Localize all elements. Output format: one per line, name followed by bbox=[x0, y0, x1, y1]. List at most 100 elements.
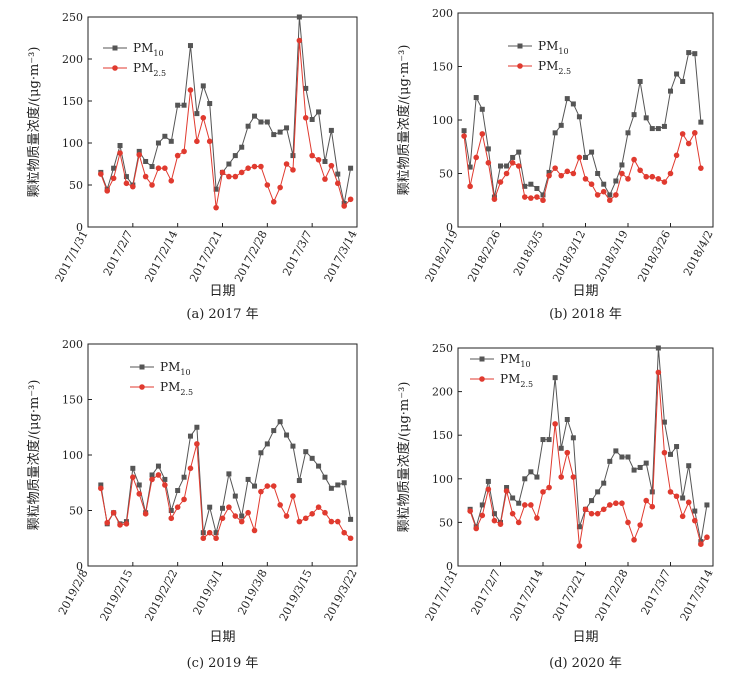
pm10-point bbox=[136, 148, 142, 154]
pm10-point bbox=[123, 174, 129, 180]
pm10-point bbox=[655, 126, 661, 132]
pm25-point bbox=[704, 534, 710, 541]
x-tick-label: 2019/2/22 bbox=[142, 567, 180, 623]
pm25-point bbox=[685, 499, 692, 506]
pm25-point bbox=[174, 152, 181, 159]
pm25-point bbox=[110, 509, 117, 516]
x-tick-label: 2017/3/7 bbox=[638, 567, 673, 617]
x-tick-label: 2019/3/8 bbox=[235, 567, 270, 617]
pm25-point bbox=[503, 488, 510, 494]
x-tick-label: 2019/2/15 bbox=[98, 567, 136, 623]
series-line-pm25 bbox=[469, 372, 708, 546]
pm10-point bbox=[187, 433, 193, 439]
pm25-point bbox=[309, 152, 315, 159]
pm10-point bbox=[162, 133, 168, 139]
pm10-point bbox=[220, 505, 225, 511]
pm10-point bbox=[498, 163, 503, 169]
y-tick-label: 200 bbox=[62, 338, 83, 351]
pm25-point bbox=[698, 165, 704, 171]
y-tick-label: 0 bbox=[76, 560, 83, 573]
pm25-point bbox=[691, 130, 698, 136]
pm10-point bbox=[686, 50, 692, 56]
pm10-point bbox=[239, 513, 245, 519]
pm10-point bbox=[504, 485, 510, 491]
pm10-point bbox=[552, 130, 558, 136]
pm25-point bbox=[528, 502, 534, 508]
pm25-point bbox=[347, 196, 354, 203]
pm25-point bbox=[155, 165, 162, 171]
pm10-point bbox=[303, 449, 309, 455]
pm25-point bbox=[637, 522, 643, 528]
pm10-point bbox=[467, 164, 473, 170]
pm10-point bbox=[309, 455, 315, 461]
x-axis-title: 日期 bbox=[209, 630, 235, 645]
pm10-point bbox=[264, 119, 270, 125]
legend: PM10 PM2.5 bbox=[508, 39, 571, 76]
legend: PM10 PM2.5 bbox=[130, 360, 193, 397]
pm10-point bbox=[252, 483, 258, 489]
series-line-pm10 bbox=[463, 52, 702, 198]
y-tick-label: 150 bbox=[62, 95, 83, 108]
pm25-point bbox=[564, 449, 571, 456]
pm25-point bbox=[277, 502, 283, 508]
pm10-point bbox=[264, 441, 270, 447]
pm25-point bbox=[667, 489, 674, 495]
pm25-point bbox=[534, 515, 540, 521]
pm25-point bbox=[534, 194, 540, 200]
legend-marker-pm10 bbox=[517, 43, 523, 49]
pm10-point bbox=[98, 482, 104, 488]
pm25-point bbox=[497, 521, 504, 527]
y-tick-label: 150 bbox=[62, 394, 83, 407]
pm25-point bbox=[194, 138, 200, 145]
pm10-point bbox=[245, 123, 251, 129]
pm25-point bbox=[315, 504, 322, 510]
pm10-point bbox=[534, 185, 540, 191]
pm25-point bbox=[540, 197, 546, 204]
pm10-point bbox=[564, 417, 570, 423]
pm10-point bbox=[649, 489, 655, 495]
legend-label: PM10 bbox=[133, 41, 164, 58]
y-tick-label: 50 bbox=[439, 516, 453, 529]
pm25-point bbox=[643, 497, 650, 504]
pm25-point bbox=[521, 194, 528, 200]
pm25-point bbox=[503, 170, 510, 177]
pm10-point bbox=[516, 500, 522, 506]
chart-panel-4: 0 50 100 150 200 250 2017/1/31 2017/2/7 2017/2/1… bbox=[396, 342, 716, 671]
pm25-point bbox=[226, 173, 232, 180]
pm25-point bbox=[219, 515, 226, 522]
pm25-point bbox=[270, 199, 277, 205]
legend-marker-pm10 bbox=[112, 45, 118, 51]
pm10-point bbox=[504, 163, 510, 169]
x-tick-label: 2017/2/21 bbox=[187, 228, 225, 284]
plot-frame bbox=[87, 16, 358, 228]
pm10-point bbox=[576, 524, 582, 530]
y-tick-label: 200 bbox=[432, 386, 453, 399]
y-tick-label: 100 bbox=[62, 449, 83, 462]
pm10-point bbox=[491, 511, 497, 517]
pm10-point bbox=[149, 472, 155, 478]
pm25-point bbox=[162, 482, 168, 488]
pm25-point bbox=[283, 513, 290, 519]
pm10-point bbox=[155, 140, 161, 146]
pm25-point bbox=[123, 180, 130, 187]
pm10-point bbox=[149, 164, 155, 170]
y-tick-label: 100 bbox=[432, 473, 453, 486]
chart-panel-3: 0 50 100 150 200 2019/2/8 2019/2/15 2019/2/22 20… bbox=[26, 338, 360, 671]
pm25-point bbox=[546, 172, 552, 179]
y-axis-title: 颗粒物质量浓度/(μg·m⁻³) bbox=[26, 380, 42, 531]
pm10-point bbox=[271, 428, 277, 434]
pm25-point bbox=[206, 529, 213, 536]
pm25-point bbox=[200, 115, 207, 121]
pm25-point bbox=[283, 161, 290, 167]
pm10-point bbox=[601, 181, 607, 187]
pm10-point bbox=[522, 476, 528, 482]
pm25-point bbox=[661, 449, 668, 456]
pm25-point bbox=[296, 518, 303, 525]
y-tick-label: 100 bbox=[432, 114, 453, 127]
pm25-point bbox=[136, 151, 143, 158]
pm10-point bbox=[168, 138, 174, 144]
series-line-pm10 bbox=[469, 347, 708, 542]
pm10-point bbox=[625, 130, 631, 136]
x-axis-title: 日期 bbox=[572, 630, 598, 645]
pm10-point bbox=[558, 445, 564, 451]
